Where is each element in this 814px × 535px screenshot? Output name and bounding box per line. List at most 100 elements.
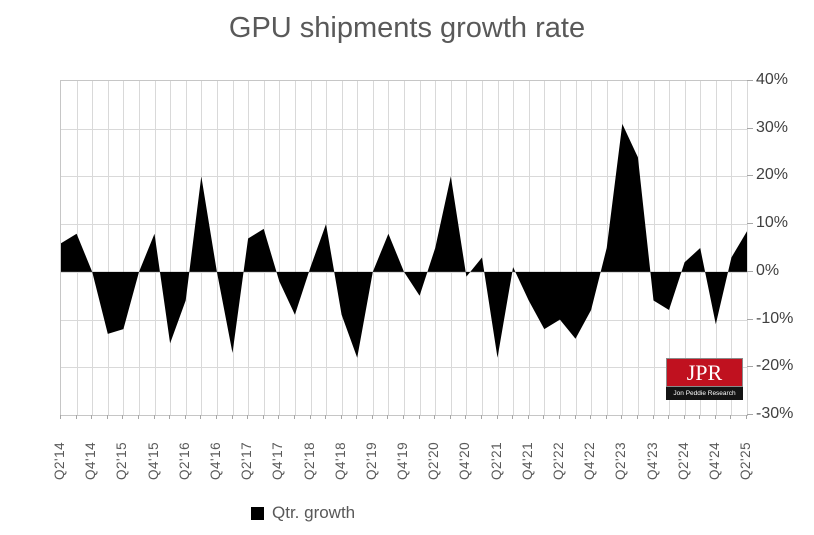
x-axis-tick xyxy=(371,415,373,419)
y-axis-tick-label: 40% xyxy=(756,71,789,88)
vertical-gridline xyxy=(544,81,546,415)
vertical-gridline xyxy=(528,81,530,415)
vertical-gridline xyxy=(513,81,515,415)
jpr-logo-black-bar: Jon Peddie Research xyxy=(666,387,743,400)
x-axis-tick-label: Q4'20 xyxy=(457,441,473,480)
vertical-gridline xyxy=(404,81,405,415)
x-axis-tick xyxy=(449,415,451,419)
vertical-gridline xyxy=(466,81,468,415)
x-axis-tick xyxy=(262,415,264,419)
x-axis-tick xyxy=(60,415,61,419)
vertical-gridline xyxy=(653,81,655,415)
legend-marker xyxy=(251,506,264,520)
x-axis-tick xyxy=(652,415,654,419)
vertical-gridline xyxy=(497,81,499,415)
y-axis-tick-label: -20% xyxy=(756,357,794,374)
x-axis-tick xyxy=(574,415,576,419)
y-axis-tick xyxy=(747,366,753,367)
x-axis-tick xyxy=(746,415,747,419)
x-axis-tick xyxy=(200,415,202,419)
vertical-gridline xyxy=(482,81,483,415)
area-series-svg xyxy=(61,123,747,358)
x-axis-tick xyxy=(278,415,280,419)
x-axis-tick-label: Q4'22 xyxy=(582,441,598,480)
vertical-gridline xyxy=(684,81,686,415)
x-axis-tick xyxy=(481,415,482,419)
x-axis-tick xyxy=(699,415,701,419)
y-axis-tick-label: 30% xyxy=(756,119,789,136)
x-axis-tick xyxy=(714,415,716,419)
vertical-gridline xyxy=(731,81,733,415)
x-axis-tick xyxy=(293,415,295,419)
x-axis-tick xyxy=(403,415,404,419)
x-axis-tick xyxy=(621,415,623,419)
x-axis-tick xyxy=(138,415,139,419)
vertical-gridline xyxy=(294,81,296,415)
y-axis-tick-label: 20% xyxy=(756,166,789,183)
jpr-logo-red-box: JPR xyxy=(666,358,743,387)
y-axis-tick-label: -30% xyxy=(756,405,794,422)
vertical-gridline xyxy=(185,81,187,415)
x-axis-tick-label: Q2'17 xyxy=(239,441,255,480)
x-axis-tick-label: Q4'21 xyxy=(519,441,535,480)
x-axis-tick-label: Q2'22 xyxy=(550,441,566,480)
x-axis-tick xyxy=(184,415,186,419)
vertical-gridline xyxy=(700,81,702,415)
x-axis-tick xyxy=(106,415,108,419)
vertical-gridline xyxy=(123,81,125,415)
vertical-gridline xyxy=(591,81,593,415)
vertical-gridline xyxy=(170,81,172,415)
y-axis-tick-label: -10% xyxy=(756,310,794,327)
x-axis-tick xyxy=(434,415,436,419)
x-axis-tick-label: Q2'19 xyxy=(363,441,379,480)
x-axis-tick xyxy=(309,415,311,419)
x-axis-tick xyxy=(325,415,326,419)
vertical-gridline xyxy=(372,81,374,415)
x-axis-tick xyxy=(512,415,514,419)
legend: Qtr. growth xyxy=(251,503,355,523)
vertical-gridline xyxy=(419,81,421,415)
vertical-gridline xyxy=(139,81,140,415)
x-axis-tick-label: Q4'23 xyxy=(644,441,660,480)
vertical-gridline xyxy=(559,81,561,415)
y-axis-tick xyxy=(747,271,753,272)
vertical-gridline xyxy=(669,81,670,415)
x-axis-tick-label: Q2'20 xyxy=(426,441,442,480)
x-axis-tick xyxy=(605,415,607,419)
x-axis-tick xyxy=(527,415,529,419)
x-axis-tick xyxy=(636,415,638,419)
y-axis-tick-label: 0% xyxy=(756,262,780,279)
x-axis-tick-label: Q4'16 xyxy=(207,441,223,480)
x-axis-tick-label: Q2'25 xyxy=(738,441,753,480)
x-axis-tick xyxy=(558,415,560,419)
x-axis-tick-label: Q4'15 xyxy=(145,441,161,480)
x-axis-tick xyxy=(418,415,420,419)
x-axis-tick xyxy=(169,415,171,419)
x-axis-tick xyxy=(465,415,467,419)
vertical-gridline xyxy=(232,81,234,415)
vertical-gridline xyxy=(357,81,359,415)
vertical-gridline xyxy=(216,81,218,415)
x-axis-tick xyxy=(668,415,669,419)
x-axis-tick-label: Q2'18 xyxy=(301,441,317,480)
vertical-gridline xyxy=(715,81,717,415)
x-axis-tick-label: Q2'24 xyxy=(675,441,691,480)
x-axis-tick xyxy=(340,415,342,419)
x-axis-tick xyxy=(496,415,498,419)
x-axis-tick-label: Q2'21 xyxy=(488,441,504,480)
x-axis-tick-label: Q2'23 xyxy=(613,441,629,480)
x-axis-tick xyxy=(231,415,233,419)
vertical-gridline xyxy=(107,81,109,415)
x-axis-tick xyxy=(122,415,124,419)
vertical-gridline xyxy=(747,81,748,415)
x-axis-tick xyxy=(356,415,358,419)
x-axis-tick-label: Q2'16 xyxy=(176,441,192,480)
area-series xyxy=(61,123,747,358)
jpr-logo-text: JPR xyxy=(686,359,723,385)
jpr-logo-subtext: Jon Peddie Research xyxy=(673,390,736,397)
x-axis-tick-label: Q2'15 xyxy=(114,441,130,480)
vertical-gridline xyxy=(92,81,94,415)
x-axis-tick xyxy=(590,415,592,419)
y-axis-tick xyxy=(747,414,753,415)
